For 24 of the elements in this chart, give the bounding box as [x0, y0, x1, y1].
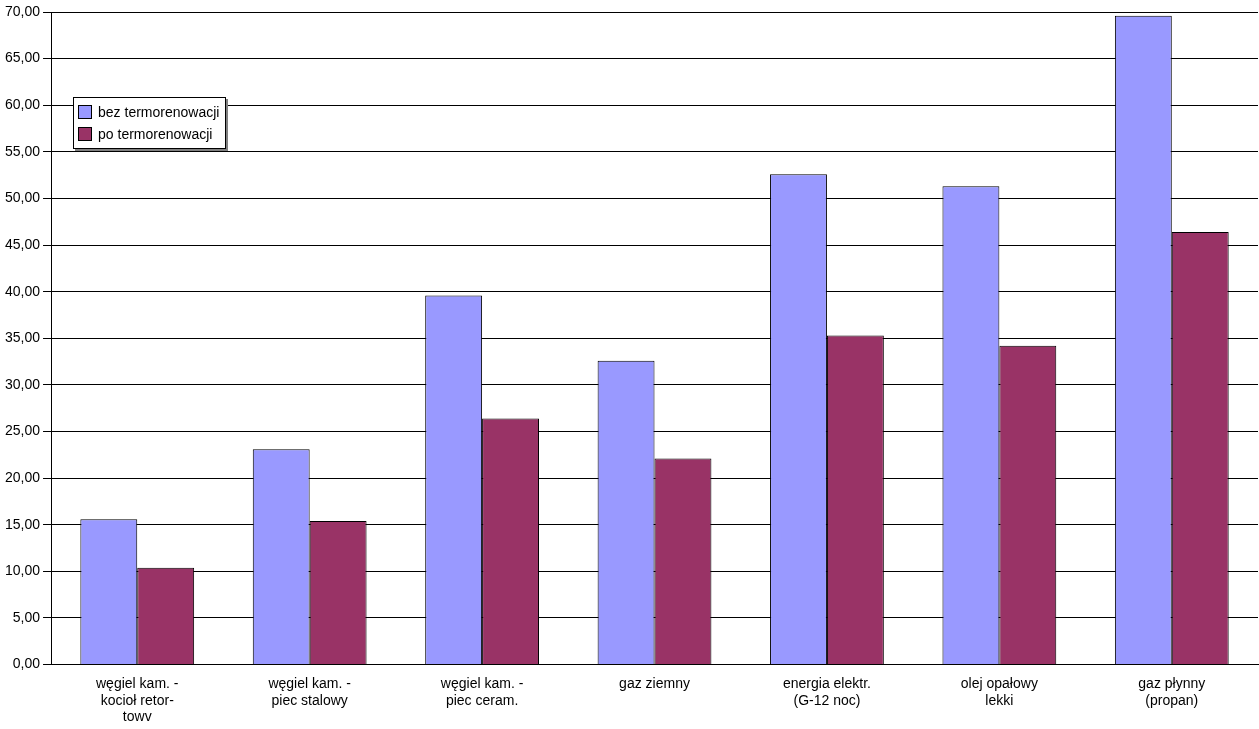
legend-label: bez termorenowacji	[98, 103, 220, 122]
y-tick-label: 5,00	[12, 608, 41, 625]
y-tick-label: 0,00	[12, 655, 41, 672]
x-tick-label: węgiel kam. - piec ceram.	[439, 674, 524, 708]
y-tick-label: 30,00	[4, 375, 41, 392]
x-tick-label: gaz płynny (propan)	[1138, 674, 1206, 708]
x-tick-label: węgiel kam. - piec stalowy	[267, 674, 352, 708]
y-tick-label: 65,00	[4, 49, 41, 66]
y-tick-label: 45,00	[4, 235, 41, 252]
y-tick-label: 40,00	[4, 282, 41, 299]
legend-label: po termorenowacji	[98, 125, 213, 144]
y-tick-label: 35,00	[4, 329, 41, 346]
x-tick-label: olej opałowy lekki	[960, 674, 1038, 708]
y-tick-label: 50,00	[4, 189, 41, 206]
y-tick-label: 10,00	[4, 562, 41, 579]
x-tick-label: energia elektr. (G-12 noc)	[782, 674, 871, 708]
y-tick-label: 15,00	[4, 515, 41, 532]
y-tick-label: 25,00	[4, 422, 41, 439]
x-tick-label: gaz ziemny	[619, 674, 690, 691]
x-tick-label: węgiel kam. - kocioł retor-towv	[95, 674, 179, 725]
y-tick-label: 70,00	[4, 2, 41, 19]
y-tick-label: 20,00	[4, 469, 41, 485]
y-tick-label: 55,00	[4, 142, 41, 159]
y-tick-label: 60,00	[4, 96, 41, 113]
